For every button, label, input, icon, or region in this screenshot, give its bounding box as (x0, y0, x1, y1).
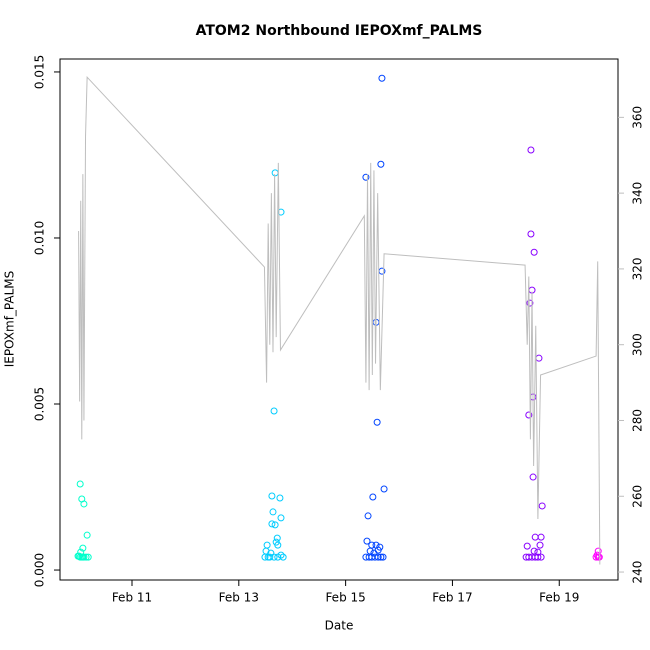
point (270, 407, 278, 415)
point (362, 173, 370, 181)
point (271, 521, 279, 529)
point (76, 480, 84, 488)
point (377, 553, 385, 561)
point (374, 546, 382, 554)
point (530, 547, 538, 555)
x-tick-label: Feb 13 (219, 591, 259, 605)
plot-frame (59, 58, 619, 581)
point (84, 553, 92, 561)
point (537, 553, 545, 561)
point (525, 411, 533, 419)
y-tick-label: 0.015 (33, 55, 47, 89)
point (263, 541, 271, 549)
point (373, 418, 381, 426)
point (536, 541, 544, 549)
point (279, 553, 287, 561)
x-axis-label: Date (325, 619, 354, 633)
point (530, 248, 538, 256)
y2-tick-label: 320 (631, 257, 645, 280)
y2-tick-label: 340 (631, 182, 645, 205)
point (273, 534, 281, 542)
y2-tick-label: 260 (631, 485, 645, 508)
point (537, 533, 545, 541)
point (80, 500, 88, 508)
y-tick-label: 0.005 (33, 387, 47, 421)
y2-tick-label: 240 (631, 561, 645, 584)
point (266, 553, 274, 561)
point (380, 485, 388, 493)
point (378, 74, 386, 82)
point (531, 533, 539, 541)
point (270, 553, 278, 561)
point (535, 354, 543, 362)
y2-tick-label: 360 (631, 106, 645, 129)
point (274, 541, 282, 549)
point (364, 512, 372, 520)
chart-title: ATOM2 Northbound IEPOXmf_PALMS (196, 23, 483, 39)
point (74, 552, 82, 560)
point (268, 520, 276, 528)
x-tick-label: Feb 15 (325, 591, 365, 605)
point (592, 553, 600, 561)
point (79, 553, 87, 561)
point (523, 542, 531, 550)
point (276, 494, 284, 502)
point (79, 544, 87, 552)
point (594, 553, 602, 561)
point (526, 299, 534, 307)
point (377, 160, 385, 168)
point (268, 492, 276, 500)
point (269, 508, 277, 516)
y2-tick-label: 300 (631, 333, 645, 356)
point (261, 553, 269, 561)
y-tick-label: 0.010 (33, 221, 47, 255)
y2-tick-label: 280 (631, 409, 645, 432)
point (277, 514, 285, 522)
point (379, 553, 387, 561)
point (527, 230, 535, 238)
point (534, 553, 542, 561)
point (369, 493, 377, 501)
point (82, 553, 90, 561)
point (527, 146, 535, 154)
point (274, 553, 282, 561)
point (538, 502, 546, 510)
x-tick-label: Feb 19 (539, 591, 579, 605)
y-axis-label: IEPOXmf_PALMS (3, 271, 17, 368)
y-tick-label: 0.000 (33, 553, 47, 587)
point (363, 537, 371, 545)
x-tick-label: Feb 17 (432, 591, 472, 605)
point (271, 169, 279, 177)
point (83, 531, 91, 539)
point (594, 547, 602, 555)
series-line (78, 75, 601, 565)
point (374, 553, 382, 561)
point (529, 473, 537, 481)
x-tick-label: Feb 11 (112, 591, 152, 605)
